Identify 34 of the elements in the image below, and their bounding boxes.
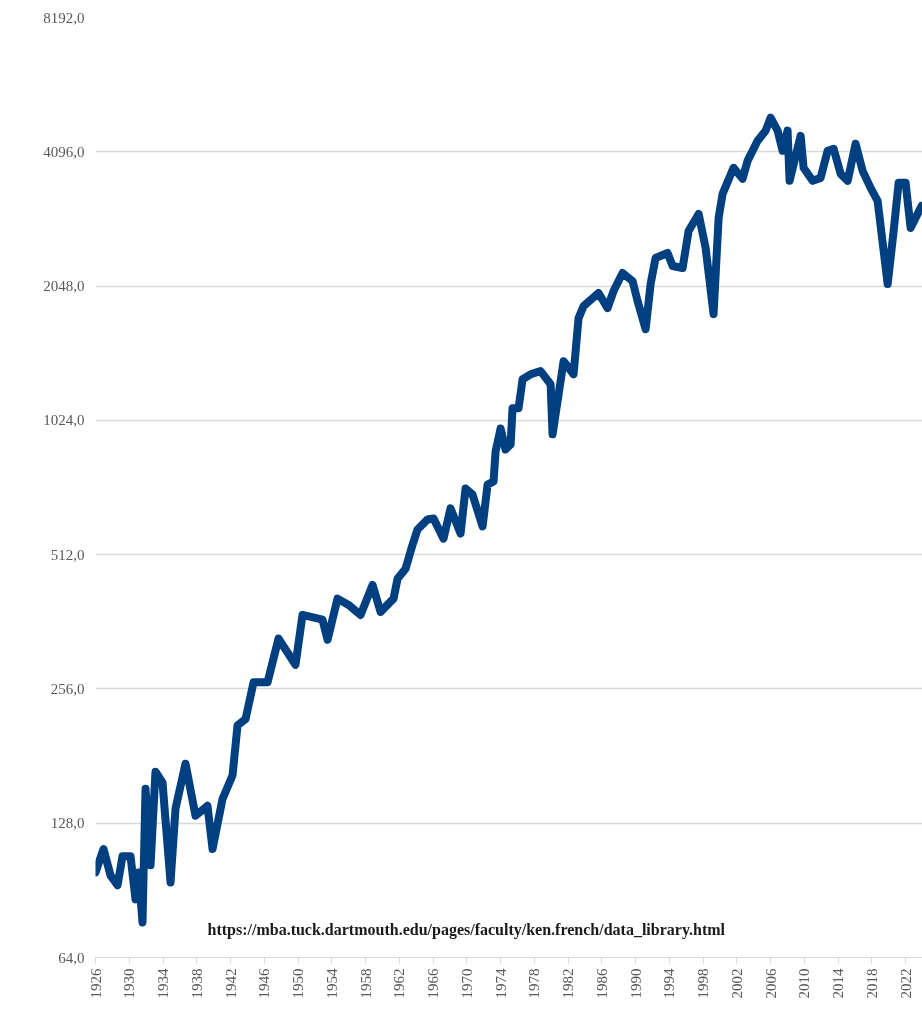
y-tick-label: 4096,0: [43, 143, 85, 160]
x-tick-label: 1930: [121, 968, 138, 999]
x-tick-label: 2018: [863, 968, 880, 999]
x-tick-label: 1958: [357, 968, 374, 999]
y-tick-label: 256,0: [50, 680, 85, 697]
x-tick-label: 1994: [661, 968, 678, 999]
x-tick-label: 1934: [155, 968, 172, 999]
annotation: https://mba.tuck.dartmouth.edu/pages/faculty/ken.french/data_library.html: [207, 920, 726, 939]
x-tick-label: 2002: [728, 968, 745, 999]
y-tick-label: 64,0: [58, 949, 85, 966]
x-tick-label: 1942: [222, 968, 239, 999]
y-tick-label: 512,0: [50, 546, 85, 563]
y-tick-label: 8192,0: [43, 9, 85, 26]
x-tick-label: 2022: [897, 968, 914, 999]
x-tick-label: 1954: [323, 968, 340, 999]
x-tick-label: 1974: [492, 968, 509, 999]
y-tick-label: 128,0: [50, 815, 85, 832]
x-tick-label: 2010: [796, 968, 813, 999]
x-tick-label: 1982: [560, 968, 577, 999]
x-tick-label: 1926: [87, 968, 104, 999]
x-tick-label: 1998: [695, 968, 712, 999]
x-tick-label: 1978: [526, 968, 543, 999]
x-tick-label: 2014: [830, 968, 847, 999]
x-tick-label: 1970: [458, 968, 475, 999]
y-tick-label: 2048,0: [43, 278, 85, 295]
x-tick-label: 1966: [425, 968, 442, 999]
x-tick-label: 1950: [290, 968, 307, 999]
x-tick-label: 1962: [391, 968, 408, 999]
x-tick-label: 1986: [593, 968, 610, 999]
x-tick-label: 1990: [627, 968, 644, 999]
x-tick-label: 1946: [256, 968, 273, 999]
x-tick-label: 1938: [188, 968, 205, 999]
y-tick-label: 1024,0: [43, 412, 85, 429]
x-tick-label: 2006: [762, 968, 779, 999]
